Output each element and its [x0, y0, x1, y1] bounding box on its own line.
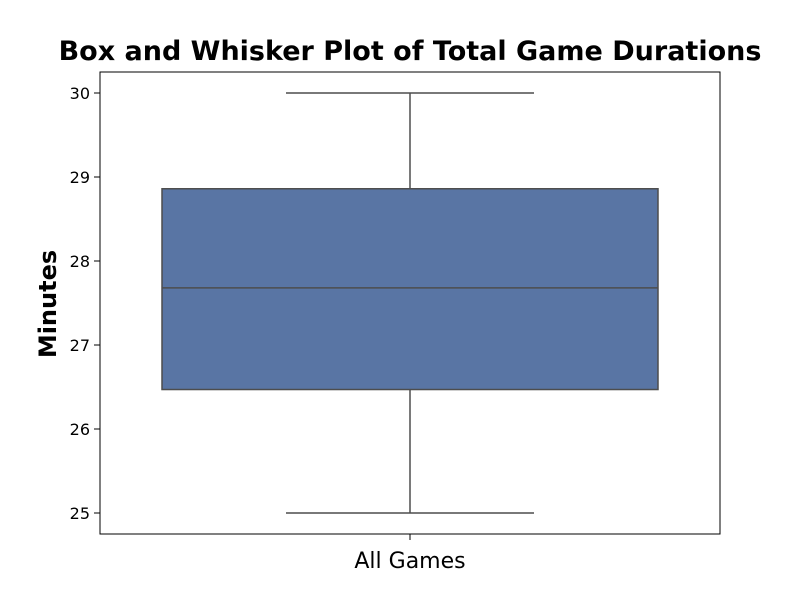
chart-title: Box and Whisker Plot of Total Game Durat… — [58, 36, 762, 67]
y-tick-label: 29 — [70, 168, 90, 187]
x-axis-ticks: All Games — [354, 534, 466, 574]
y-axis-ticks: 25 26 27 28 29 30 — [70, 84, 100, 523]
y-tick-label: 25 — [70, 504, 90, 523]
x-tick-label: All Games — [354, 549, 465, 574]
y-tick-label: 28 — [70, 252, 90, 271]
y-tick-label: 26 — [70, 420, 90, 439]
y-axis-label: Minutes — [34, 250, 62, 358]
y-tick-label: 30 — [70, 84, 90, 103]
y-tick-label: 27 — [70, 336, 90, 355]
iqr-box — [161, 188, 659, 391]
box-group — [161, 92, 659, 514]
